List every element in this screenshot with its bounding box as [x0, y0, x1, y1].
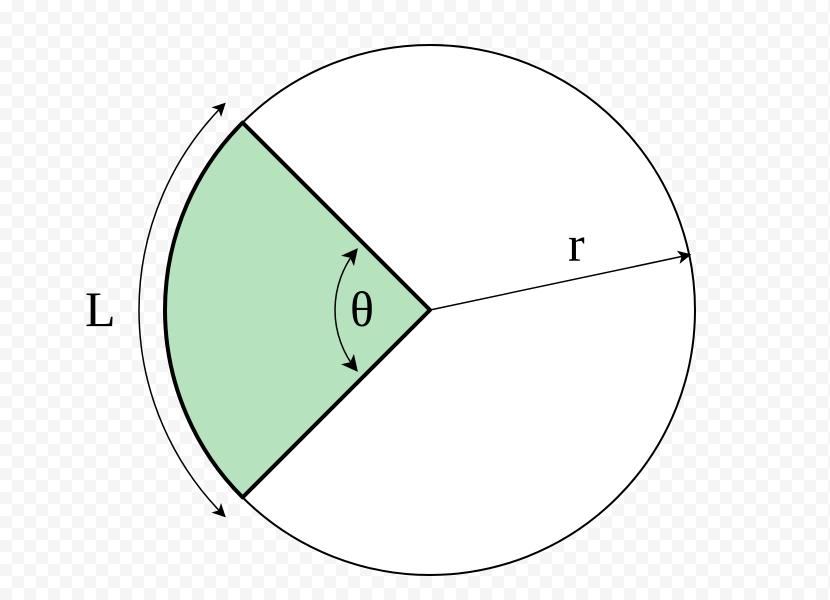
radius-label: r	[568, 215, 585, 273]
sector-diagram	[0, 0, 830, 600]
angle-label: θ	[350, 280, 374, 338]
arc-length-label: L	[85, 280, 116, 338]
